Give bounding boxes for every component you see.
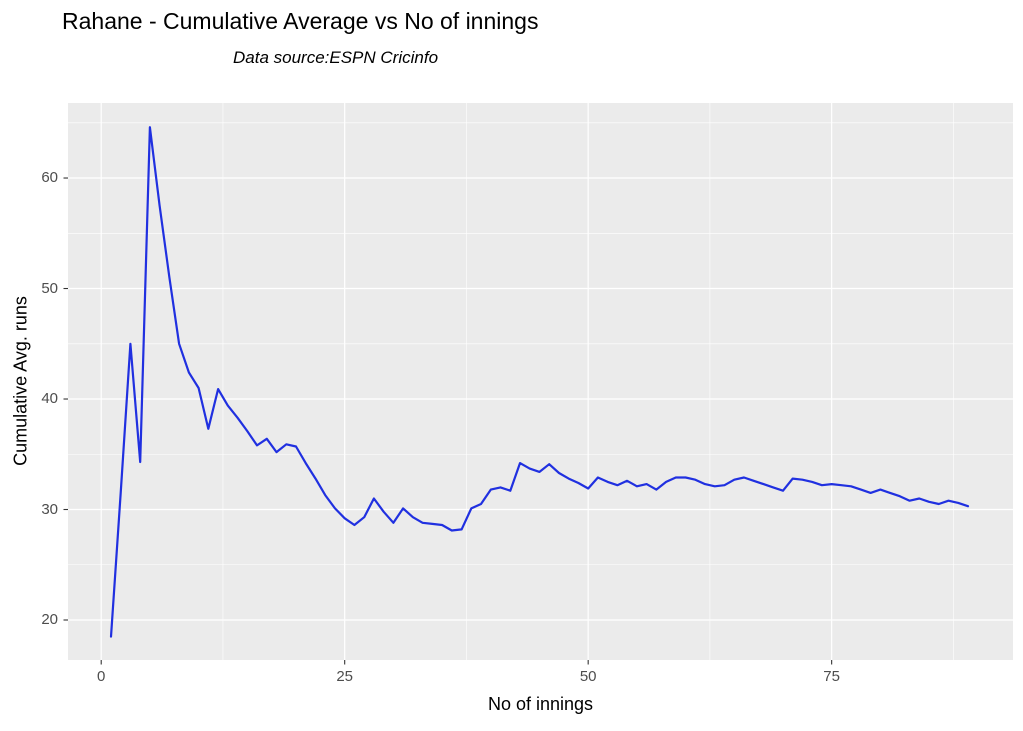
x-tick-label: 25 [336, 668, 354, 685]
x-axis-title: No of innings [487, 694, 594, 714]
chart-title: Rahane - Cumulative Average vs No of inn… [62, 8, 539, 34]
cumulative-average-line [109, 126, 970, 638]
x-tick-label: 50 [579, 668, 597, 685]
y-tick-label: 50 [41, 279, 58, 297]
y-tick-label: 30 [41, 500, 58, 518]
y-axis-title: Cumulative Avg. runs [10, 296, 31, 466]
plot-panel [68, 103, 1013, 660]
chart-subtitle: Data source:ESPN Cricinfo [233, 48, 439, 67]
x-tick-label: 0 [97, 668, 106, 685]
y-tick-label: 40 [41, 390, 58, 407]
x-tick-label: 75 [823, 668, 840, 685]
y-tick-label: 60 [41, 169, 58, 187]
y-tick-label: 20 [41, 611, 58, 628]
